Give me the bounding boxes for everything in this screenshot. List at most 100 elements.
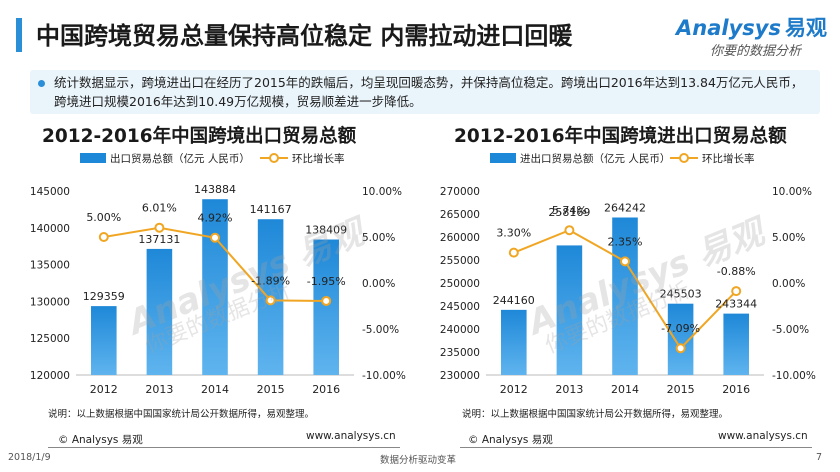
logo-brand-cn: 易观 [784, 16, 827, 40]
x-tick-label: 2016 [312, 383, 340, 396]
legend-line-marker [269, 153, 279, 163]
growth-value-label: 5.74% [552, 204, 587, 217]
right-chart: 进出口贸易总额（亿元 人民币） 环比增长率 270000 265000 260000 25… [440, 152, 816, 396]
y-left-tick-label: 135000 [30, 260, 70, 272]
bar-value-label: 138409 [305, 224, 347, 237]
logo-brand: Analysys 易观 [676, 12, 827, 42]
bar-value-label: 129359 [83, 290, 125, 303]
x-tick-label: 2012 [500, 383, 528, 396]
left-footer-divider [48, 447, 400, 448]
growth-value-label: -1.89% [251, 274, 290, 287]
right-footer-divider [460, 447, 812, 448]
y-right-tick-label: 0.00% [362, 278, 395, 290]
growth-point [98, 232, 109, 242]
left-copyright: © Analysys 易观 [58, 434, 143, 446]
y-left-tick-label: 270000 [440, 186, 480, 198]
bar-value-label: 243344 [715, 298, 757, 311]
left-url-link[interactable]: www.analysys.cn [306, 430, 396, 442]
y-left-tick-label: 255000 [440, 255, 480, 267]
bar-value-label: 143884 [194, 183, 236, 196]
left-chart-title: 2012-2016年中国跨境出口贸易总额 [42, 126, 357, 147]
bar [202, 199, 228, 375]
growth-point [675, 343, 686, 354]
bar [313, 239, 339, 375]
bottom-bar: 2018/1/9 数据分析驱动变革 7 [0, 448, 840, 472]
growth-point [564, 225, 575, 236]
right-chart-title: 2012-2016年中国跨境进出口贸易总额 [454, 126, 787, 147]
x-tick-label: 2014 [201, 383, 229, 396]
analysys-logo: Analysys 易观 你要的数据分析 [676, 12, 827, 62]
bar [501, 309, 527, 375]
legend-line-label: 环比增长率 [292, 152, 345, 165]
y-right-tick-label: 0.00% [772, 278, 805, 290]
y-left-tick-label: 240000 [440, 324, 480, 336]
bar [556, 245, 583, 375]
logo-brand-en: Analysys [676, 16, 781, 40]
growth-point [154, 222, 165, 233]
x-tick-label: 2014 [611, 383, 639, 396]
logo-tagline: 你要的数据分析 [710, 44, 802, 59]
y-right-tick-label: 5.00% [772, 232, 805, 244]
legend-bar-label: 出口贸易总额（亿元 人民币） [110, 152, 250, 165]
y-right-tick-label: 5.00% [362, 232, 395, 244]
growth-point [321, 295, 332, 306]
bottom-slogan: 数据分析驱动变革 [380, 455, 457, 466]
page-title: 中国跨境贸易总量保持高位稳定 内需拉动进口回暖 [36, 22, 573, 50]
legend-bar-label: 进出口贸易总额（亿元 人民币） [520, 152, 670, 165]
growth-value-label: -1.95% [307, 275, 346, 288]
bar-value-label: 245503 [660, 288, 702, 301]
growth-point [508, 247, 519, 258]
growth-point [731, 286, 742, 297]
y-right-tick-label: -10.00% [362, 370, 406, 382]
chart-legend: 进出口贸易总额（亿元 人民币） 环比增长率 [490, 152, 755, 165]
left-note: 说明：以上数据根据中国国家统计局公开数据所得，易观整理。 [48, 409, 315, 420]
chart-legend: 出口贸易总额（亿元 人民币） 环比增长率 [80, 152, 345, 165]
y-right-tick-label: 10.00% [772, 186, 812, 198]
summary-bullet-icon [38, 80, 45, 87]
growth-point [620, 256, 630, 267]
bottom-date: 2018/1/9 [8, 452, 51, 463]
y-right-tick-label: 10.00% [362, 186, 402, 198]
x-tick-label: 2015 [667, 383, 695, 396]
x-tick-label: 2013 [145, 383, 173, 396]
summary-text: 统计数据显示，跨境进出口在经历了2015年的跌幅后，均呈现回暖态势，并保持高位稳… [54, 75, 804, 109]
bar [146, 248, 173, 375]
y-right-tick-label: -10.00% [772, 370, 816, 382]
y-left-tick-label: 140000 [30, 223, 70, 235]
legend-line-label: 环比增长率 [702, 152, 755, 165]
bar-value-label: 244160 [493, 294, 535, 307]
growth-value-label: 2.35% [608, 235, 643, 248]
y-left-tick-label: 125000 [30, 333, 70, 345]
growth-value-label: 4.92% [198, 212, 233, 225]
bar-value-label: 141167 [250, 203, 292, 216]
y-left-tick-label: 245000 [440, 301, 480, 313]
left-chart: 出口贸易总额（亿元 人民币） 环比增长率 145000 140000 135000 130… [30, 152, 406, 396]
bar-value-label: 258169 [548, 206, 590, 219]
growth-value-label: 6.01% [142, 202, 177, 215]
y-right-tick-label: -5.00% [772, 324, 809, 336]
legend-bar-swatch [80, 153, 106, 163]
growth-value-label: 3.30% [496, 227, 531, 240]
y-left-tick-label: 250000 [440, 278, 480, 290]
y-left-tick-label: 235000 [440, 347, 480, 359]
growth-value-label: -7.09% [661, 322, 700, 335]
y-left-tick-label: 120000 [30, 370, 70, 382]
x-tick-label: 2016 [722, 383, 750, 396]
y-left-tick-label: 265000 [440, 209, 480, 221]
title-bar: 中国跨境贸易总量保持高位稳定 内需拉动进口回暖 [16, 10, 676, 54]
summary-box: 统计数据显示，跨境进出口在经历了2015年的跌幅后，均呈现回暖态势，并保持高位稳… [30, 70, 820, 114]
y-left-tick-label: 145000 [30, 186, 70, 198]
y-right-tick-label: -5.00% [362, 324, 399, 336]
bar-value-label: 137131 [138, 233, 180, 246]
x-tick-label: 2013 [555, 383, 583, 396]
y-left-tick-label: 230000 [440, 370, 480, 382]
legend-bar-swatch [490, 153, 516, 163]
y-left-tick-label: 130000 [30, 296, 70, 308]
x-tick-label: 2012 [90, 383, 118, 396]
growth-point [210, 232, 220, 243]
x-tick-label: 2015 [257, 383, 285, 396]
right-url-link[interactable]: www.analysys.cn [718, 430, 808, 442]
title-accent-bar [16, 18, 22, 52]
page-number: 7 [815, 452, 822, 463]
bar-value-label: 264242 [604, 201, 646, 214]
